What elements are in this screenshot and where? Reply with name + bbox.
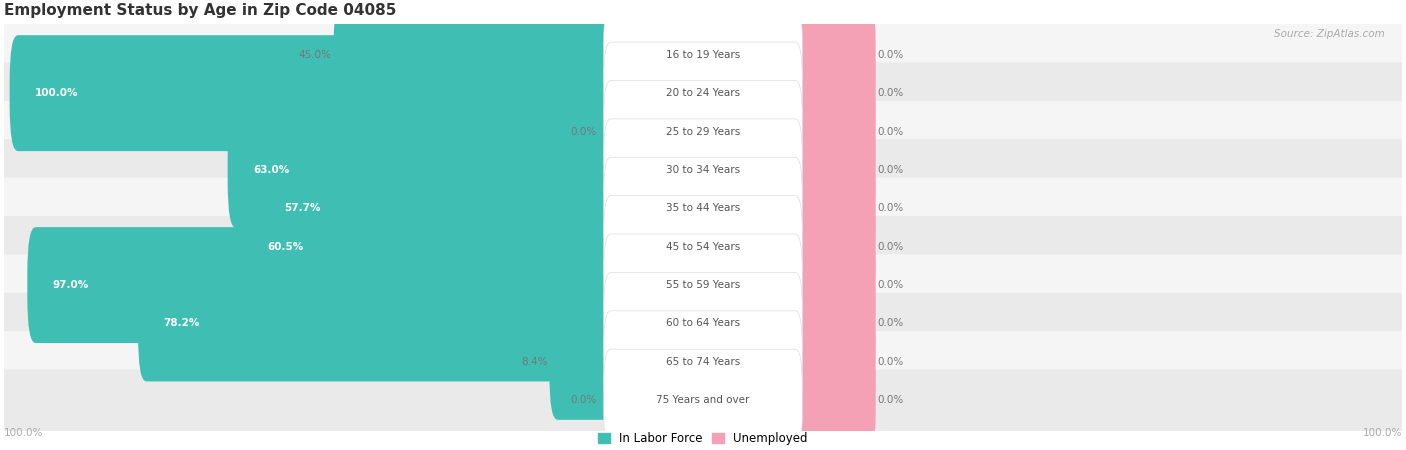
FancyBboxPatch shape (3, 24, 1403, 86)
FancyBboxPatch shape (603, 42, 803, 144)
Text: 0.0%: 0.0% (877, 203, 904, 213)
Text: 55 to 59 Years: 55 to 59 Years (666, 280, 740, 290)
FancyBboxPatch shape (603, 311, 803, 413)
FancyBboxPatch shape (242, 189, 616, 305)
Text: 20 to 24 Years: 20 to 24 Years (666, 88, 740, 98)
Legend: In Labor Force, Unemployed: In Labor Force, Unemployed (593, 427, 813, 450)
FancyBboxPatch shape (603, 81, 803, 183)
FancyBboxPatch shape (603, 196, 803, 298)
FancyBboxPatch shape (550, 304, 616, 420)
Text: 100.0%: 100.0% (35, 88, 79, 98)
Text: 0.0%: 0.0% (571, 126, 596, 136)
Text: 100.0%: 100.0% (4, 428, 44, 438)
FancyBboxPatch shape (790, 150, 876, 266)
FancyBboxPatch shape (27, 227, 616, 343)
FancyBboxPatch shape (3, 101, 1403, 162)
Text: 0.0%: 0.0% (877, 242, 904, 252)
Text: 35 to 44 Years: 35 to 44 Years (666, 203, 740, 213)
FancyBboxPatch shape (259, 150, 616, 266)
Text: 100.0%: 100.0% (1362, 428, 1402, 438)
FancyBboxPatch shape (790, 227, 876, 343)
Text: Employment Status by Age in Zip Code 04085: Employment Status by Age in Zip Code 040… (4, 3, 396, 18)
Text: 65 to 74 Years: 65 to 74 Years (666, 357, 740, 367)
Text: 0.0%: 0.0% (877, 395, 904, 405)
FancyBboxPatch shape (3, 178, 1403, 239)
FancyBboxPatch shape (790, 266, 876, 382)
FancyBboxPatch shape (603, 157, 803, 259)
Text: 63.0%: 63.0% (253, 165, 290, 175)
Text: 8.4%: 8.4% (520, 357, 547, 367)
Text: 0.0%: 0.0% (877, 357, 904, 367)
Text: 0.0%: 0.0% (877, 280, 904, 290)
FancyBboxPatch shape (790, 74, 876, 189)
FancyBboxPatch shape (333, 0, 616, 113)
Text: 60 to 64 Years: 60 to 64 Years (666, 319, 740, 328)
FancyBboxPatch shape (228, 112, 616, 228)
Text: 45 to 54 Years: 45 to 54 Years (666, 242, 740, 252)
FancyBboxPatch shape (3, 216, 1403, 277)
FancyBboxPatch shape (790, 304, 876, 420)
Text: 57.7%: 57.7% (284, 203, 321, 213)
FancyBboxPatch shape (790, 0, 876, 113)
FancyBboxPatch shape (603, 4, 803, 106)
FancyBboxPatch shape (790, 342, 876, 450)
Text: 30 to 34 Years: 30 to 34 Years (666, 165, 740, 175)
Text: Source: ZipAtlas.com: Source: ZipAtlas.com (1274, 29, 1385, 39)
Text: 97.0%: 97.0% (52, 280, 89, 290)
FancyBboxPatch shape (3, 254, 1403, 316)
Text: 0.0%: 0.0% (877, 50, 904, 60)
Text: 78.2%: 78.2% (163, 319, 200, 328)
FancyBboxPatch shape (10, 35, 616, 151)
Text: 0.0%: 0.0% (877, 88, 904, 98)
FancyBboxPatch shape (138, 266, 616, 382)
Text: 0.0%: 0.0% (571, 395, 596, 405)
FancyBboxPatch shape (603, 234, 803, 336)
FancyBboxPatch shape (790, 35, 876, 151)
FancyBboxPatch shape (603, 119, 803, 221)
FancyBboxPatch shape (790, 112, 876, 228)
Text: 25 to 29 Years: 25 to 29 Years (666, 126, 740, 136)
FancyBboxPatch shape (3, 369, 1403, 431)
FancyBboxPatch shape (3, 63, 1403, 124)
Text: 60.5%: 60.5% (267, 242, 304, 252)
FancyBboxPatch shape (3, 331, 1403, 392)
Text: 0.0%: 0.0% (877, 319, 904, 328)
Text: 75 Years and over: 75 Years and over (657, 395, 749, 405)
FancyBboxPatch shape (603, 349, 803, 450)
FancyBboxPatch shape (3, 139, 1403, 201)
Text: 0.0%: 0.0% (877, 126, 904, 136)
FancyBboxPatch shape (3, 293, 1403, 354)
Text: 45.0%: 45.0% (298, 50, 332, 60)
Text: 16 to 19 Years: 16 to 19 Years (666, 50, 740, 60)
Text: 0.0%: 0.0% (877, 165, 904, 175)
FancyBboxPatch shape (790, 189, 876, 305)
FancyBboxPatch shape (603, 272, 803, 374)
